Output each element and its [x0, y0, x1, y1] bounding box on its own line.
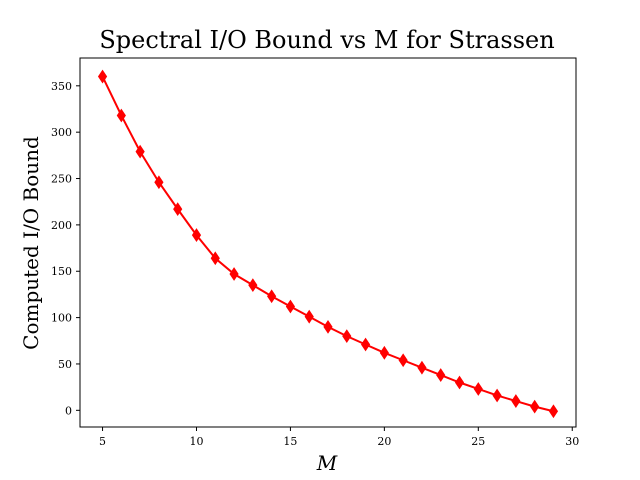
data-point	[97, 69, 108, 84]
y-tick-label: 350	[51, 80, 72, 93]
data-point	[342, 329, 352, 344]
data-point	[454, 375, 465, 390]
data-point	[210, 251, 220, 266]
data-point	[173, 202, 183, 217]
y-tick-label: 200	[51, 219, 72, 232]
chart-title: Spectral I/O Bound vs M for Strassen	[99, 26, 554, 54]
data-point	[417, 360, 427, 375]
x-tick-label: 25	[471, 435, 485, 448]
x-tick-label: 20	[377, 435, 391, 448]
y-tick-label: 150	[51, 265, 72, 278]
x-tick-label: 10	[189, 435, 203, 448]
data-point	[154, 175, 164, 190]
data-point	[548, 404, 559, 419]
data-point	[191, 228, 202, 242]
data-point	[135, 144, 145, 159]
data-point	[304, 309, 314, 324]
data-point	[379, 345, 389, 360]
y-tick-label: 0	[65, 404, 72, 417]
y-tick-label: 250	[51, 173, 72, 186]
data-point	[248, 278, 258, 293]
series-line	[101, 76, 554, 413]
data-point	[436, 368, 446, 382]
data-point	[285, 299, 296, 314]
x-tick-label: 30	[565, 435, 579, 448]
data-point	[398, 353, 408, 368]
data-point	[511, 394, 521, 408]
data-point	[323, 319, 333, 334]
plot-frame	[79, 57, 577, 428]
data-point	[116, 108, 126, 123]
x-tick-label: 5	[99, 435, 106, 448]
y-tick-label: 100	[51, 312, 72, 325]
data-point	[267, 289, 277, 304]
data-point	[492, 388, 502, 403]
y-tick-label: 50	[58, 358, 72, 371]
x-axis-label: M	[316, 451, 338, 475]
y-axis-label: Computed I/O Bound	[19, 136, 43, 350]
y-tick-label: 300	[51, 126, 72, 139]
data-point	[530, 399, 540, 414]
data-point	[360, 337, 371, 352]
data-point	[229, 267, 239, 281]
data-point	[473, 382, 483, 396]
x-tick-label: 15	[283, 435, 297, 448]
